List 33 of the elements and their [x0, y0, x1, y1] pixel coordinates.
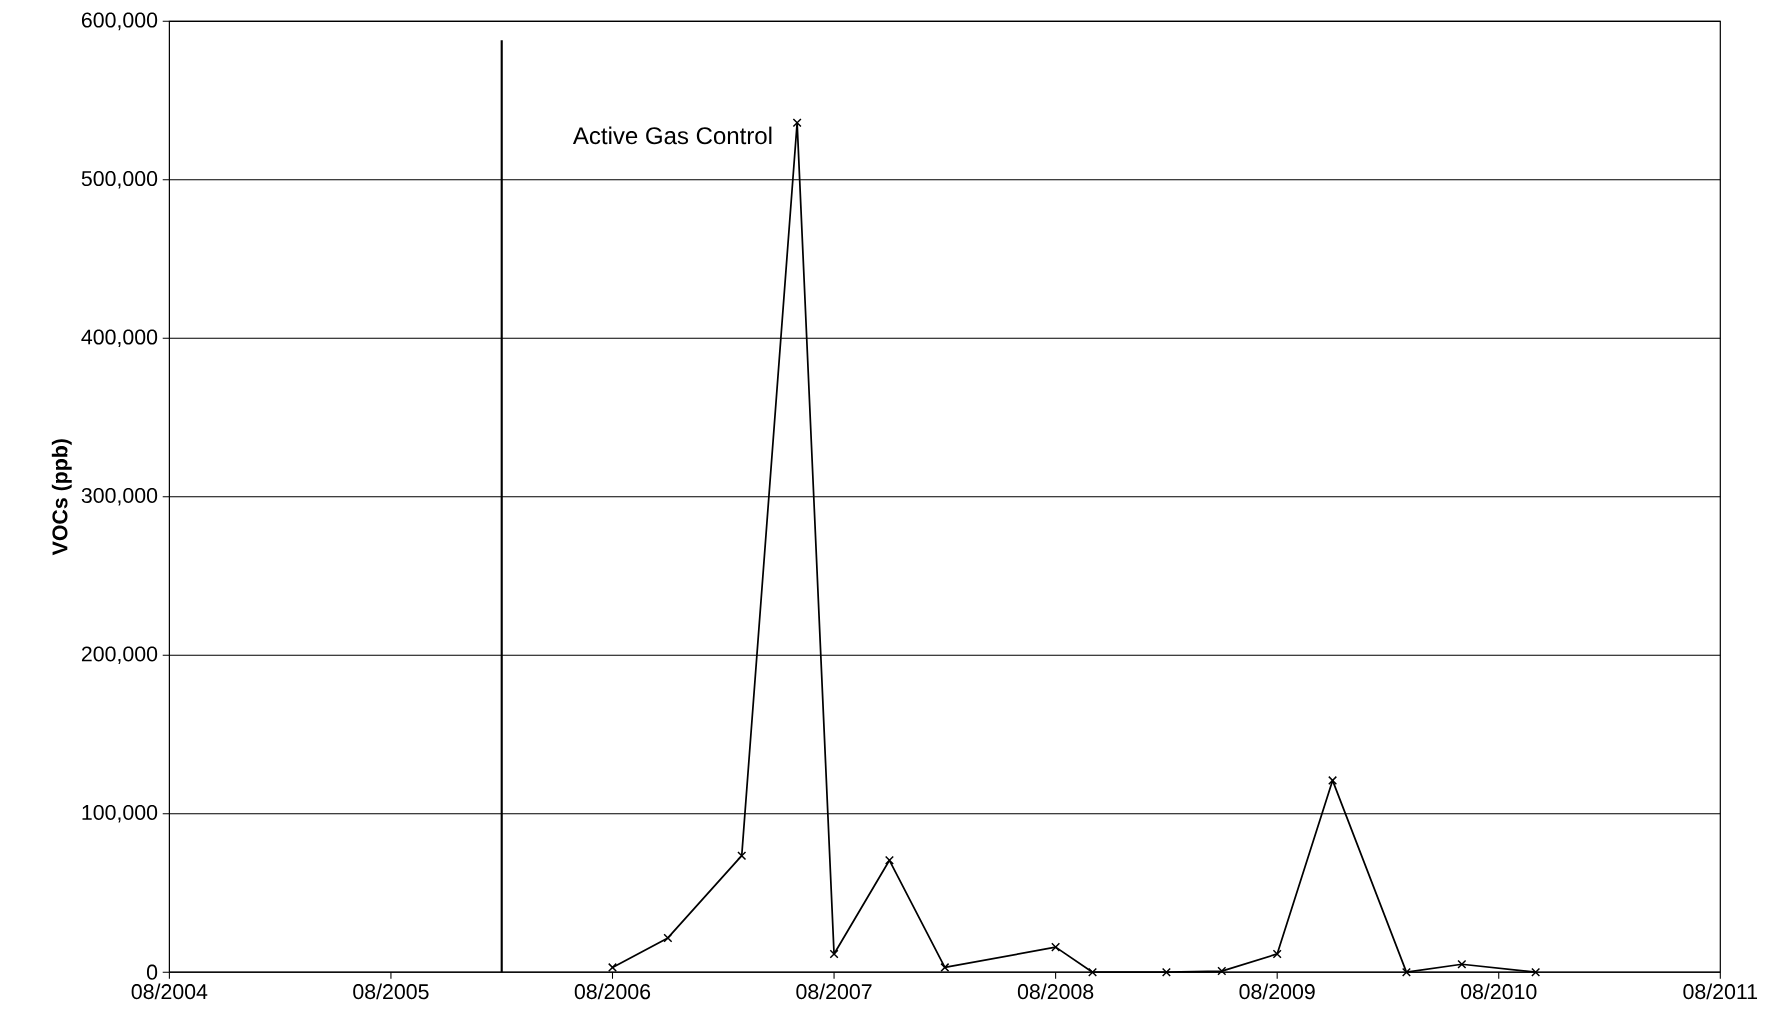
point	[1457, 959, 1467, 969]
point	[1161, 967, 1171, 977]
y-tick-label: 100,000	[82, 804, 158, 823]
y-tick-label: 0	[146, 964, 158, 980]
x-tick-label: 08/2009	[1239, 983, 1315, 1000]
point	[1051, 942, 1061, 952]
point	[1328, 775, 1338, 785]
point	[1401, 967, 1411, 977]
point	[829, 949, 839, 959]
point	[940, 962, 950, 972]
y-axis-title: VOCs (ppb)	[51, 439, 72, 556]
point	[1217, 966, 1227, 976]
x-tick-label: 08/2006	[574, 983, 651, 1000]
x-tick-label: 08/2007	[796, 983, 872, 1000]
x-tick-label: 08/2005	[353, 983, 429, 1000]
y-tick-label: 600,000	[81, 12, 158, 31]
y-tick-label: 200,000	[81, 646, 158, 665]
point	[607, 962, 618, 972]
x-tick-label: 08/2008	[1017, 983, 1094, 1000]
point	[663, 933, 673, 943]
x-tick-label: 08/2010	[1461, 983, 1537, 1000]
point	[792, 118, 802, 128]
y-tick-label: 400,000	[81, 329, 158, 348]
x-tick-label: 08/2004	[131, 983, 208, 1000]
point	[884, 855, 894, 865]
point	[1088, 967, 1098, 977]
y-tick-label: 500,000	[81, 171, 158, 189]
point	[1531, 967, 1541, 977]
point	[1272, 949, 1282, 959]
y-tick-label: 300,000	[81, 488, 158, 506]
ref-line-label: Active Gas Control	[572, 126, 772, 145]
x-tick-label: 08/2011	[1683, 983, 1758, 1000]
point	[737, 851, 747, 861]
